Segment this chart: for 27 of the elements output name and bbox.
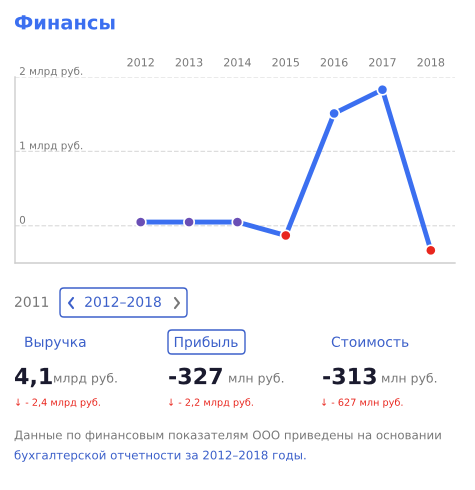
text: Выручка: [25, 336, 86, 350]
text: ↓ - 2,4 млрд руб.: [16, 398, 100, 408]
x-tick-label: 2013: [176, 58, 202, 67]
x-tick-label: 2018: [418, 58, 444, 67]
y-tick-label: 1 млрд руб.: [20, 141, 82, 152]
text: бухгалтерской отчетности за 2012–2018 годы.: [14, 450, 306, 462]
text: 2012–2018: [85, 296, 161, 308]
text: млн руб.: [229, 372, 284, 386]
text: 4,1: [15, 368, 52, 388]
text: ↓ - 627 млн руб.: [322, 398, 402, 408]
text: -327: [169, 368, 222, 384]
text: ↓ - 2,2 млрд руб.: [168, 398, 253, 408]
y-tick-label: 2 млрд руб.: [20, 66, 82, 77]
text: 2011: [15, 296, 48, 308]
text: млн руб.: [382, 372, 436, 386]
x-tick-label: 2012: [127, 58, 154, 67]
x-tick-label: 2014: [224, 58, 251, 67]
text: Данные по финансовым показателям ООО приведены на основании: [14, 430, 441, 442]
chart-title: Финансы: [14, 15, 114, 30]
x-tick-label: 2017: [369, 58, 396, 67]
y-tick-label: 0: [20, 216, 26, 224]
text: -313: [323, 368, 376, 384]
text: млрд руб.: [54, 372, 117, 386]
text: Стоимость: [332, 336, 408, 348]
x-tick-label: 2016: [320, 58, 348, 67]
text: Прибыль: [174, 336, 238, 350]
x-tick-label: 2015: [272, 58, 299, 67]
